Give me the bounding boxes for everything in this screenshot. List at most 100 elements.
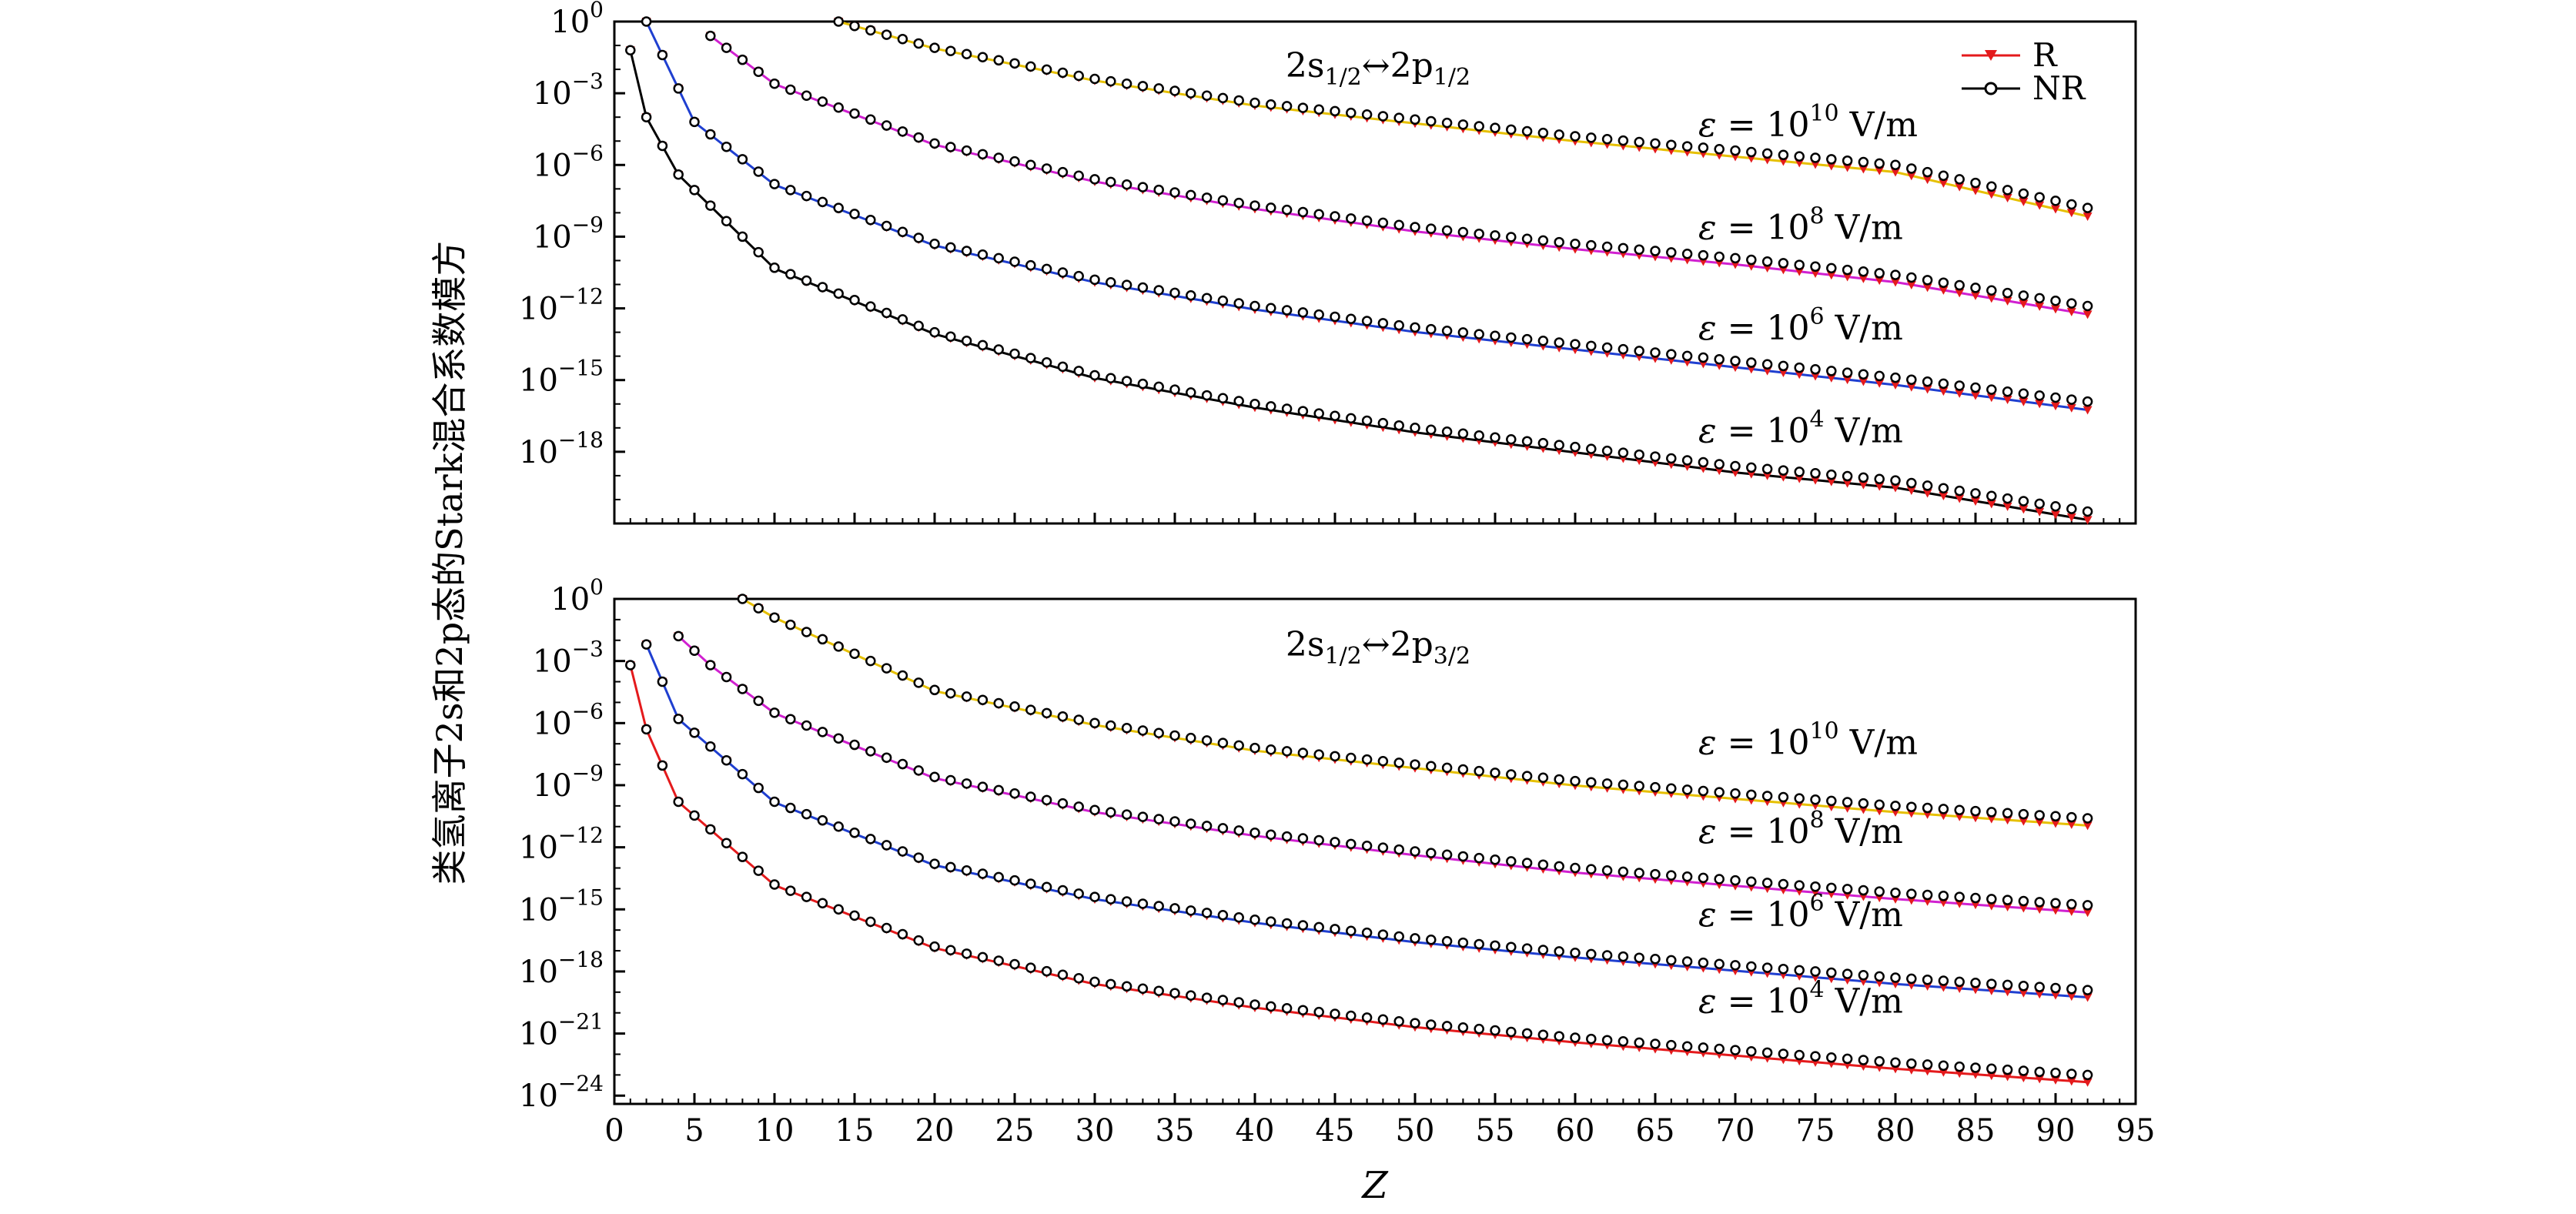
NR-marker (1201, 90, 1213, 101)
R-marker (1986, 500, 1996, 509)
NR-marker (1089, 174, 1100, 185)
NR-marker (1730, 1045, 1741, 1055)
NR-marker (2018, 188, 2029, 199)
R-marker (2083, 406, 2093, 415)
NR-marker (1186, 818, 1196, 829)
NR-marker (641, 112, 652, 122)
NR-marker (657, 676, 668, 687)
NR-marker (1506, 856, 1517, 867)
NR-marker (1938, 378, 1949, 390)
R-marker (1858, 274, 1868, 283)
NR-marker (1761, 256, 1773, 267)
NR-marker (1874, 158, 1885, 169)
R-marker (1955, 389, 1965, 398)
NR-marker (1330, 751, 1340, 762)
NR-marker (865, 114, 876, 125)
NR-marker (1297, 833, 1309, 844)
NR-marker (1537, 859, 1549, 870)
NR-marker (2002, 808, 2013, 819)
NR-marker (1826, 366, 1837, 376)
NR-marker (737, 684, 748, 694)
NR-marker (1554, 774, 1564, 785)
bottom-curves (625, 594, 2093, 1087)
R-marker (1858, 377, 1868, 386)
NR-marker (1233, 997, 1244, 1008)
NR-marker (1025, 353, 1036, 363)
NR-marker (1121, 723, 1132, 734)
NR-marker (1618, 343, 1629, 355)
NR-marker (1730, 356, 1741, 366)
R-marker (1955, 812, 1965, 821)
NR-marker (2018, 981, 2029, 992)
NR-marker (817, 282, 828, 293)
y-tick-label: 10−24 (519, 1071, 604, 1114)
NR-marker (1601, 1035, 1613, 1045)
y-tick-label: 10−9 (533, 761, 604, 804)
x-tick-label: 95 (2116, 1113, 2156, 1149)
R-marker (1955, 1069, 1965, 1079)
NR-marker (977, 694, 989, 705)
NR-marker (1106, 75, 1116, 87)
NR-marker (1474, 765, 1484, 777)
NR-marker (1426, 323, 1437, 335)
R-marker (2019, 817, 2029, 826)
NR-marker (1810, 261, 1821, 272)
NR-marker (801, 190, 812, 202)
NR-marker (1266, 916, 1276, 927)
NR-marker (1778, 791, 1789, 803)
NR-marker (1874, 971, 1885, 982)
NR-marker (1313, 749, 1324, 760)
NR-marker (1009, 958, 1020, 970)
NR-marker (1377, 318, 1389, 329)
R-marker (1939, 491, 1949, 500)
NR-marker (657, 49, 668, 61)
R-marker (1939, 898, 1949, 908)
NR-marker (1698, 1042, 1709, 1053)
NR-marker (1666, 783, 1677, 794)
NR-marker (1810, 152, 1821, 163)
NR-marker (801, 808, 812, 820)
NR-marker (1217, 737, 1229, 748)
NR-marker (1890, 269, 1901, 280)
NR-marker (1858, 266, 1869, 277)
NR-marker (865, 214, 876, 226)
NR-marker (913, 38, 924, 49)
NR-marker (1009, 788, 1020, 799)
NR-marker (769, 879, 780, 890)
R-marker (2066, 907, 2076, 916)
NR-marker (1474, 329, 1484, 339)
NR-marker (1153, 381, 1164, 393)
NR-marker (1233, 298, 1244, 309)
NR-marker (2066, 394, 2077, 405)
NR-marker (753, 865, 764, 876)
NR-marker (801, 627, 812, 637)
NR-marker (1346, 313, 1357, 324)
NR-marker (1137, 725, 1149, 736)
NR-marker (1186, 387, 1196, 398)
NR-marker (1810, 363, 1821, 375)
y-tick-label: 10−6 (533, 140, 604, 183)
NR-marker (1106, 720, 1116, 731)
x-tick-label: 40 (1236, 1113, 1275, 1149)
NR-marker (1201, 735, 1213, 746)
NR-marker (1778, 878, 1789, 890)
NR-marker (1506, 332, 1517, 343)
y-tick-label: 10−12 (519, 284, 604, 327)
NR-marker (993, 955, 1004, 966)
NR-marker (1938, 170, 1949, 182)
NR-marker (1377, 1014, 1389, 1025)
NR-marker (881, 220, 892, 232)
R-marker (2035, 818, 2045, 828)
NR-marker (769, 796, 780, 808)
NR-marker (1681, 956, 1693, 967)
NR-marker (1634, 868, 1644, 878)
R-marker (2035, 905, 2045, 914)
NR-marker (1346, 925, 1357, 936)
NR-marker (801, 891, 812, 902)
NR-marker (1586, 132, 1597, 143)
NR-marker (1618, 779, 1629, 791)
NR-marker (1377, 417, 1389, 429)
NR-marker (705, 129, 716, 140)
NR-marker (2066, 1069, 2077, 1079)
bottom-panel: 10−2410−2110−1810−1510−1210−910−610−3100… (519, 574, 2155, 1149)
